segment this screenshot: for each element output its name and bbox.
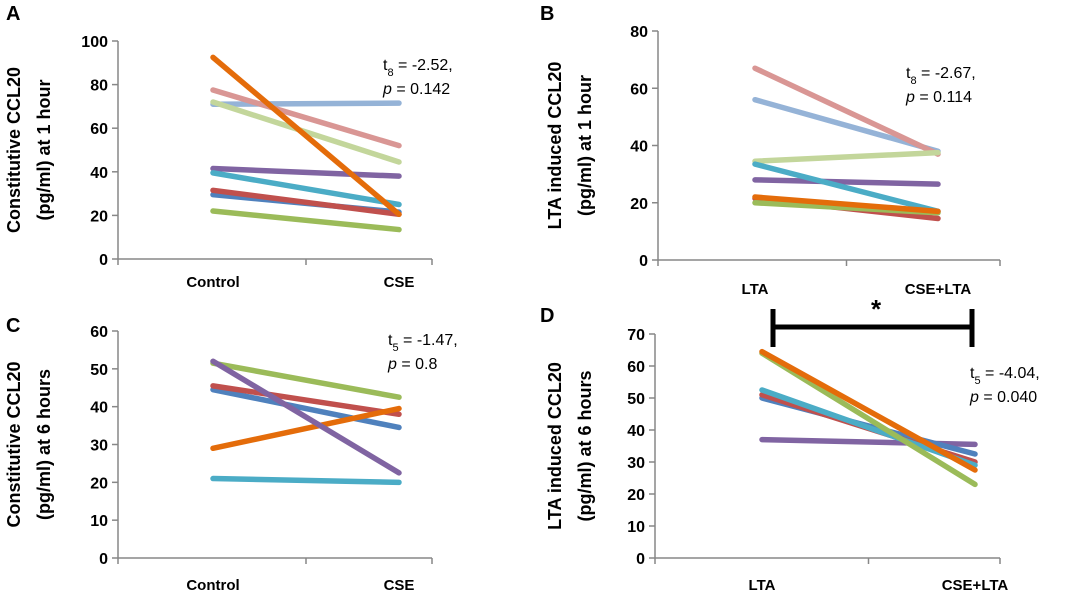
x-category-label: Control (186, 577, 239, 594)
y-tick-label: 50 (627, 391, 645, 408)
series-line-6 (210, 208, 402, 233)
series-line-4 (210, 360, 402, 400)
x-category-label: CSE+LTA (905, 281, 972, 298)
series-line-2 (210, 386, 402, 431)
x-category-label: LTA (749, 577, 776, 594)
series-line-6 (759, 348, 978, 473)
panel-label: C (6, 315, 20, 337)
chart-panel-c: 0 10 20 30 40 50 60 Control CSE Constitutive CCL2… (4, 315, 458, 594)
x-category-label: CSE+LTA (942, 577, 1009, 594)
y-tick-label: 40 (630, 139, 648, 156)
y-tick-label: 20 (90, 208, 108, 225)
stat-p-annotation: p = 0.142 (382, 81, 450, 98)
chart-panel-a: 0 20 40 60 80 100 Control CSE Constitutive CCL20… (4, 3, 453, 291)
y-tick-label: 10 (90, 513, 108, 530)
y-tick-label: 10 (627, 519, 645, 536)
y-tick-label: 30 (627, 455, 645, 472)
y-axis-label: Constitutive CCL20 (pg/ml) at 6 hours (4, 361, 54, 527)
y-tick-label: 0 (99, 551, 108, 568)
stat-t-annotation: t8 = -2.67, (906, 65, 976, 87)
y-tick-label: 40 (90, 400, 108, 417)
y-tick-label: 20 (630, 196, 648, 213)
y-tick-label: 70 (627, 327, 645, 344)
series-line-4 (752, 177, 941, 187)
y-tick-label: 40 (90, 165, 108, 182)
series-line-1 (210, 475, 402, 486)
y-tick-label: 60 (627, 359, 645, 376)
series-line-1 (210, 100, 402, 107)
y-tick-label: 80 (90, 78, 108, 95)
y-tick-label: 60 (630, 81, 648, 98)
y-tick-label: 80 (630, 24, 648, 41)
series-line-8 (210, 99, 402, 165)
y-tick-label: 20 (627, 487, 645, 504)
stat-t-annotation: t5 = -1.47, (388, 332, 458, 354)
x-category-label: CSE (384, 274, 415, 291)
x-category-label: Control (186, 274, 239, 291)
y-tick-label: 60 (90, 324, 108, 341)
series-line-2 (752, 65, 941, 157)
panel-label: A (6, 3, 20, 25)
y-tick-label: 0 (639, 253, 648, 270)
y-axis-label: LTA induced CCL20 (pg/ml) at 1 hour (545, 62, 595, 230)
series-line-8 (752, 194, 941, 215)
series-line-3 (210, 170, 402, 208)
y-axis-label: LTA induced CCL20 (pg/ml) at 6 hours (545, 362, 595, 530)
x-category-label: LTA (742, 281, 769, 298)
series-line-5 (759, 350, 978, 488)
chart-panel-d: 0 10 20 30 40 50 60 70 LTA CSE+LTA LTA induced CCL… (540, 294, 1040, 594)
series-line-3 (752, 149, 941, 164)
y-tick-label: 100 (81, 34, 108, 51)
series-line-9 (210, 54, 402, 218)
y-tick-label: 40 (627, 423, 645, 440)
chart-panel-b: 0 20 40 60 80 LTA CSE+LTA LTA induced CCL20 (pg/… (540, 3, 1001, 298)
panel-label: D (540, 305, 554, 327)
series-line-2 (210, 165, 402, 179)
y-tick-label: 50 (90, 362, 108, 379)
x-category-label: CSE (384, 577, 415, 594)
y-tick-label: 0 (636, 551, 645, 568)
stat-p-annotation: p = 0.040 (969, 389, 1037, 406)
stat-t-annotation: t5 = -4.04, (970, 365, 1040, 387)
series-line-7 (210, 87, 402, 149)
y-axis-label: Constitutive CCL20 (pg/ml) at 1 hour (4, 67, 54, 233)
stat-t-annotation: t8 = -2.52, (383, 57, 453, 79)
y-tick-label: 30 (90, 438, 108, 455)
panel-label: B (540, 3, 554, 25)
stat-p-annotation: p = 0.8 (387, 356, 437, 373)
y-tick-label: 0 (99, 252, 108, 269)
series-line-5 (752, 161, 941, 215)
series-line-5 (210, 187, 402, 218)
series-line-3 (210, 383, 402, 417)
series-line-6 (210, 358, 402, 476)
y-tick-label: 60 (90, 121, 108, 138)
series-line-5 (210, 405, 402, 452)
stat-p-annotation: p = 0.114 (905, 89, 972, 106)
significance-asterisk: * (871, 294, 882, 324)
y-tick-label: 20 (90, 475, 108, 492)
